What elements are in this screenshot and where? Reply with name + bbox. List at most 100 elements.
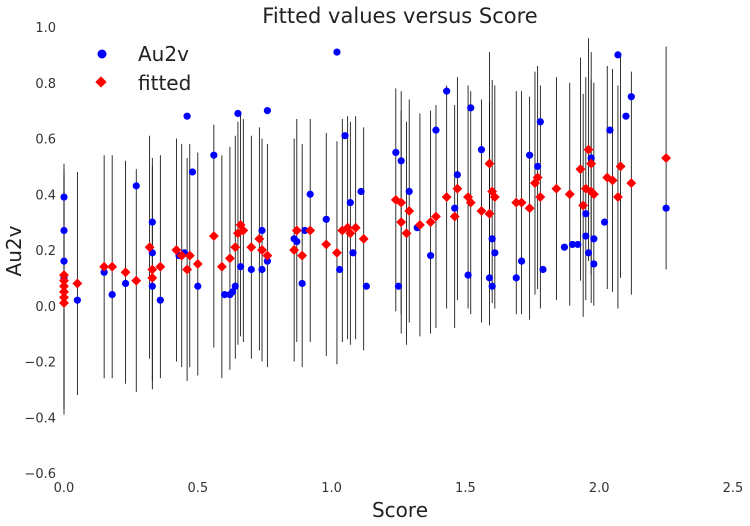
au2v-point [451, 204, 459, 212]
y-tick-label: 0.4 [35, 188, 56, 203]
au2v-point [156, 296, 164, 304]
points-layer [59, 48, 672, 308]
fitted-point [147, 272, 158, 283]
au2v-point [341, 132, 349, 140]
au2v-point [60, 193, 68, 201]
fitted-point [516, 197, 527, 208]
fitted-point [414, 219, 425, 230]
au2v-point [453, 171, 461, 179]
au2v-point [443, 87, 451, 95]
au2v-point [584, 249, 593, 257]
fitted-point [144, 242, 155, 253]
y-tick-label: 0.8 [35, 77, 56, 92]
y-tick-label: −0.2 [24, 356, 56, 371]
au2v-point [293, 238, 301, 246]
legend-label-fitted: fitted [138, 71, 191, 95]
au2v-point [73, 296, 81, 304]
y-tick-label: 1.0 [35, 21, 56, 36]
au2v-point [263, 107, 271, 115]
fitted-point [588, 189, 599, 200]
fitted-point [184, 250, 195, 261]
au2v-point [568, 240, 577, 249]
fitted-point [291, 225, 302, 236]
au2v-point [600, 218, 609, 226]
fitted-point [575, 164, 586, 175]
fitted-point [452, 183, 463, 194]
fitted-point [321, 239, 332, 250]
fitted-point [401, 228, 412, 239]
au2v-point [582, 210, 590, 218]
fitted-point [396, 217, 407, 228]
au2v-point [322, 215, 330, 223]
fitted-point [489, 192, 500, 202]
fitted-point [216, 261, 227, 272]
au2v-point [394, 282, 403, 290]
fitted-point [192, 258, 203, 269]
y-axis-label: Au2v [2, 225, 26, 276]
fitted-point [551, 183, 562, 194]
legend-marker-au2v [97, 49, 107, 59]
au2v-point [132, 182, 140, 190]
fitted-point [230, 242, 241, 253]
fitted-point [476, 206, 487, 216]
au2v-point [298, 279, 306, 288]
fitted-point [131, 275, 142, 286]
au2v-point [662, 204, 670, 212]
chart-title: Fitted values versus Score [262, 4, 537, 28]
fitted-point [425, 217, 436, 228]
fitted-point [358, 233, 369, 244]
fitted-point [612, 192, 623, 202]
au2v-point [539, 265, 547, 274]
fitted-point [254, 233, 265, 244]
fitted-point [578, 200, 589, 211]
fitted-point [484, 208, 495, 219]
fitted-point [182, 264, 193, 275]
fitted-point [332, 247, 342, 258]
au2v-point [534, 162, 542, 170]
au2v-point [60, 257, 68, 265]
au2v-point [614, 51, 622, 59]
au2v-point [574, 240, 582, 249]
au2v-point [263, 257, 271, 265]
legend-label-au2v: Au2v [138, 42, 189, 66]
fitted-point [431, 211, 441, 222]
au2v-point [587, 154, 595, 162]
au2v-point [220, 291, 229, 299]
x-tick-labels: 0.0 0.5 1.0 1.5 2.0 2.5 [54, 481, 744, 496]
au2v-point [491, 249, 499, 257]
au2v-point [517, 257, 526, 265]
fitted-point [404, 206, 415, 216]
fitted-point [262, 250, 273, 261]
y-tick-label: 0.2 [35, 244, 56, 259]
au2v-point [108, 291, 116, 299]
fitted-point [535, 192, 546, 202]
y-tick-label: −0.6 [24, 467, 56, 482]
au2v-point [333, 48, 341, 56]
au2v-point [301, 226, 309, 235]
au2v-point [512, 274, 520, 282]
au2v-point [485, 274, 494, 282]
au2v-point [234, 109, 242, 118]
x-tick-label: 1.0 [321, 481, 342, 496]
fitted-point [661, 153, 672, 163]
au2v-point [306, 190, 314, 198]
fitted-point [484, 158, 495, 169]
x-tick-label: 2.5 [723, 481, 744, 496]
au2v-point [336, 265, 344, 274]
fitted-point [583, 144, 594, 155]
x-tick-label: 1.5 [455, 481, 476, 496]
fitted-point [511, 197, 522, 208]
au2v-point [210, 151, 218, 159]
au2v-point [606, 126, 614, 134]
au2v-point [121, 279, 130, 288]
au2v-point [357, 187, 365, 196]
au2v-point [627, 93, 635, 101]
fitted-point [607, 175, 618, 186]
y-tick-label: −0.4 [24, 411, 56, 426]
au2v-point [526, 151, 534, 159]
fitted-point [257, 245, 267, 255]
au2v-point [432, 126, 440, 134]
fitted-point [586, 158, 597, 169]
